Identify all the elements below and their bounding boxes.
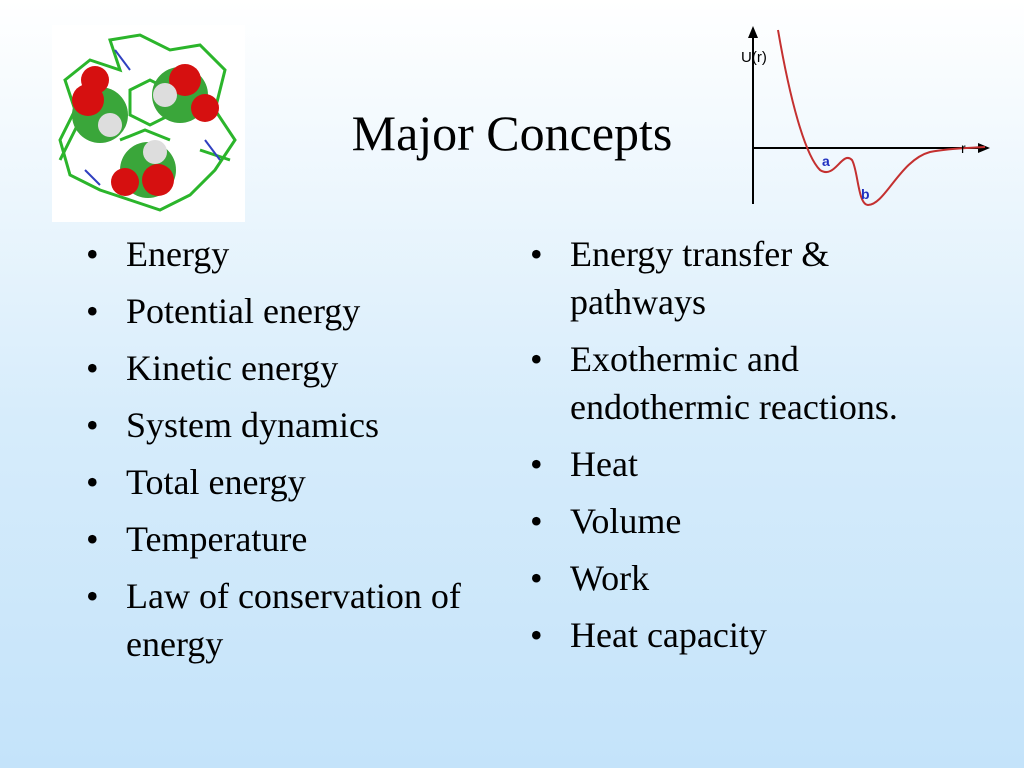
bullet-item: Energy transfer & pathways [530,230,940,326]
potential-curve [777,29,986,207]
bullet-item: Law of conservation of energy [86,572,466,668]
point-label: a [822,153,830,169]
point-label: b [861,186,870,202]
y-axis-label: U(r) [741,49,767,66]
molecule-image [52,25,245,222]
bullet-item: Total energy [86,458,466,506]
bullet-item: System dynamics [86,401,466,449]
bullet-item: Work [530,554,940,602]
bullet-list: Energy Potential energy Kinetic energy Syst… [86,230,466,677]
bullet-item: Energy [86,230,466,278]
bullet-item: Heat capacity [530,611,940,659]
bullet-item: Exothermic and endothermic reactions. [530,335,940,431]
bullet-item: Kinetic energy [86,344,466,392]
bullet-item: Heat [530,440,940,488]
potential-plot: U(r) r a b [741,26,990,207]
bullet-item: Temperature [86,515,466,563]
x-axis-label: r [961,140,966,156]
bullet-list: Energy transfer & pathwaysExothermic and… [530,230,940,668]
bullet-item: Volume [530,497,940,545]
slide-title: Major Concepts [351,105,673,161]
bullet-item: Potential energy [86,287,466,335]
